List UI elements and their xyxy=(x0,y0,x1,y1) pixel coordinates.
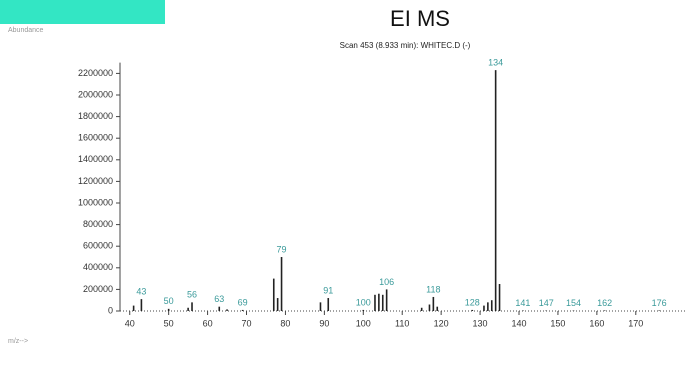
x-tick-label: 40 xyxy=(125,318,135,328)
y-axis-label: Abundance xyxy=(8,27,44,34)
x-tick-label: 50 xyxy=(164,318,174,328)
peak-label: 79 xyxy=(277,244,287,254)
chart-title: EI MS xyxy=(390,6,450,31)
peak-label: 69 xyxy=(238,297,248,307)
y-tick-label: 1600000 xyxy=(78,133,113,143)
x-tick-label: 60 xyxy=(203,318,213,328)
peak-label: 118 xyxy=(426,284,440,294)
x-tick-label: 140 xyxy=(511,318,526,328)
x-axis-label: m/z--> xyxy=(8,338,28,345)
x-tick-label: 100 xyxy=(356,318,371,328)
peak-label: 147 xyxy=(539,298,554,308)
y-tick-label: 800000 xyxy=(83,219,113,229)
y-tick-label: 2000000 xyxy=(78,89,113,99)
x-tick-label: 120 xyxy=(434,318,449,328)
x-tick-label: 170 xyxy=(628,318,643,328)
y-tick-label: 0 xyxy=(108,305,113,315)
x-tick-label: 90 xyxy=(319,318,329,328)
peak-label: 176 xyxy=(652,298,667,308)
header-box xyxy=(0,0,165,24)
y-tick-label: 400000 xyxy=(83,262,113,272)
x-tick-label: 160 xyxy=(589,318,604,328)
y-tick-label: 600000 xyxy=(83,241,113,251)
chart-subtitle: Scan 453 (8.933 min): WHITEC.D (-) xyxy=(340,41,471,50)
peak-label: 50 xyxy=(164,296,174,306)
y-tick-label: 1400000 xyxy=(78,154,113,164)
x-tick-label: 110 xyxy=(395,318,409,328)
peak-label: 63 xyxy=(214,294,224,304)
y-tick-label: 1200000 xyxy=(78,176,113,186)
y-tick-label: 1800000 xyxy=(78,111,113,121)
peak-label: 162 xyxy=(597,298,612,308)
peak-label: 141 xyxy=(515,298,530,308)
y-tick-label: 1000000 xyxy=(78,197,113,207)
peak-label: 43 xyxy=(136,286,146,296)
peak-label: 128 xyxy=(465,297,480,307)
peak-label: 154 xyxy=(566,298,581,308)
peak-label: 106 xyxy=(379,277,394,287)
y-tick-label: 2200000 xyxy=(78,68,113,78)
peak-label: 100 xyxy=(356,297,371,307)
peak-label: 91 xyxy=(323,285,333,295)
x-tick-label: 70 xyxy=(242,318,252,328)
x-tick-label: 130 xyxy=(473,318,488,328)
peak-label: 134 xyxy=(488,58,503,68)
x-tick-label: 80 xyxy=(280,318,290,328)
peak-label: 56 xyxy=(187,290,197,300)
y-tick-label: 200000 xyxy=(83,284,113,294)
x-tick-label: 150 xyxy=(550,318,565,328)
